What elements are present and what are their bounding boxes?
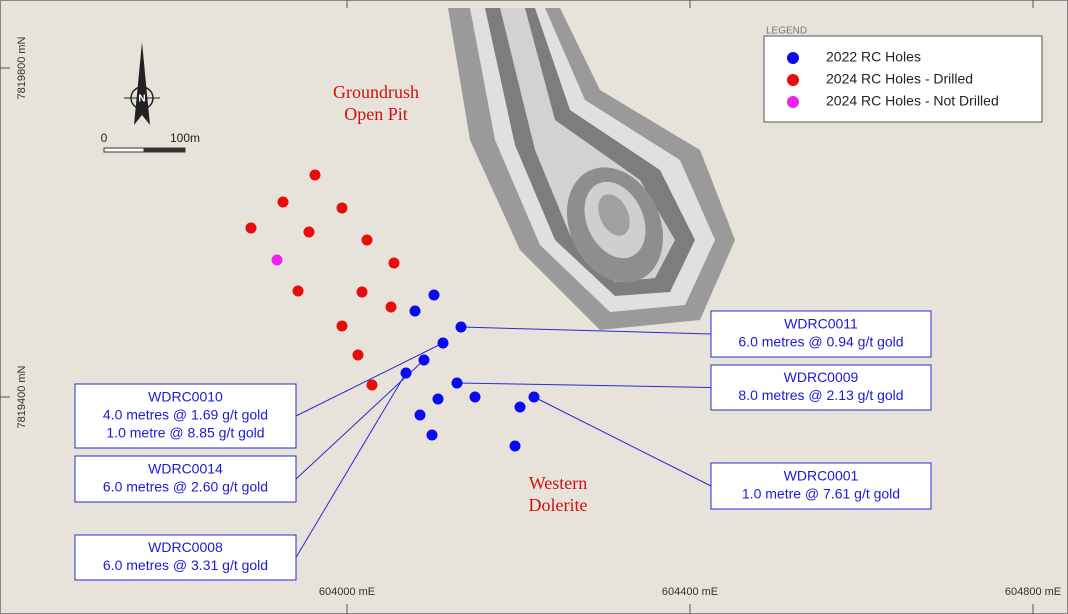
north-arrow-label: N — [138, 94, 145, 105]
drill-hole — [429, 290, 440, 301]
callout-hole: WDRC0001 — [784, 468, 859, 484]
drill-hole — [427, 430, 438, 441]
place-label: Groundrush — [333, 82, 419, 102]
legend-label: 2024 RC Holes - Drilled — [826, 71, 973, 87]
easting-label: 604400 mE — [662, 586, 718, 598]
drill-hole — [510, 441, 521, 452]
easting-label: 604800 mE — [1005, 586, 1061, 598]
legend-label: 2024 RC Holes - Not Drilled — [826, 93, 999, 109]
legend-title: LEGEND — [766, 26, 807, 37]
northing-label: 7819400 mN — [16, 365, 28, 428]
legend-marker — [787, 96, 799, 108]
callout-result: 4.0 metres @ 1.69 g/t gold — [103, 407, 268, 423]
drill-hole — [438, 338, 449, 349]
drill-hole — [353, 350, 364, 361]
scale-end: 100m — [170, 131, 200, 145]
scale-start: 0 — [101, 131, 108, 145]
drill-hole — [389, 258, 400, 269]
place-label: Open Pit — [344, 104, 408, 124]
callout-result: 1.0 metre @ 8.85 g/t gold — [106, 425, 264, 441]
drill-hole — [452, 378, 463, 389]
drill-hole — [357, 287, 368, 298]
callout-hole: WDRC0014 — [148, 461, 223, 477]
drill-hole — [367, 380, 378, 391]
drill-hole — [401, 368, 412, 379]
drill-hole — [272, 255, 283, 266]
drill-hole — [337, 321, 348, 332]
callout-hole: WDRC0008 — [148, 539, 223, 555]
drill-hole — [419, 355, 430, 366]
drill-hole — [362, 235, 373, 246]
drill-hole — [529, 392, 540, 403]
map: 7819800 mN 7819400 mN 604000 mE 604400 mE 60… — [0, 0, 1068, 614]
easting-label: 604000 mE — [319, 586, 375, 598]
drill-hole — [410, 306, 421, 317]
drill-hole — [337, 203, 348, 214]
drill-hole — [293, 286, 304, 297]
callout-result: 1.0 metre @ 7.61 g/t gold — [742, 486, 900, 502]
drill-hole — [470, 392, 481, 403]
callout-result: 6.0 metres @ 0.94 g/t gold — [738, 334, 903, 350]
place-label: Dolerite — [529, 495, 588, 515]
legend-marker — [787, 74, 799, 86]
callout-result: 6.0 metres @ 3.31 g/t gold — [103, 557, 268, 573]
drill-hole — [456, 322, 467, 333]
callout-result: 6.0 metres @ 2.60 g/t gold — [103, 479, 268, 495]
drill-hole — [433, 394, 444, 405]
scale-bar — [104, 148, 185, 152]
legend-label: 2022 RC Holes — [826, 49, 921, 65]
drill-hole — [386, 302, 397, 313]
northing-label: 7819800 mN — [16, 36, 28, 99]
drill-hole — [278, 197, 289, 208]
drill-hole — [310, 170, 321, 181]
drill-hole — [415, 410, 426, 421]
callout-result: 8.0 metres @ 2.13 g/t gold — [738, 387, 903, 403]
place-label: Western — [529, 473, 588, 493]
drill-hole — [515, 402, 526, 413]
legend-marker — [787, 52, 799, 64]
drill-hole — [304, 227, 315, 238]
drill-hole — [246, 223, 257, 234]
callout-hole: WDRC0010 — [148, 389, 223, 405]
callout-hole: WDRC0009 — [784, 369, 859, 385]
callout-hole: WDRC0011 — [784, 316, 858, 332]
